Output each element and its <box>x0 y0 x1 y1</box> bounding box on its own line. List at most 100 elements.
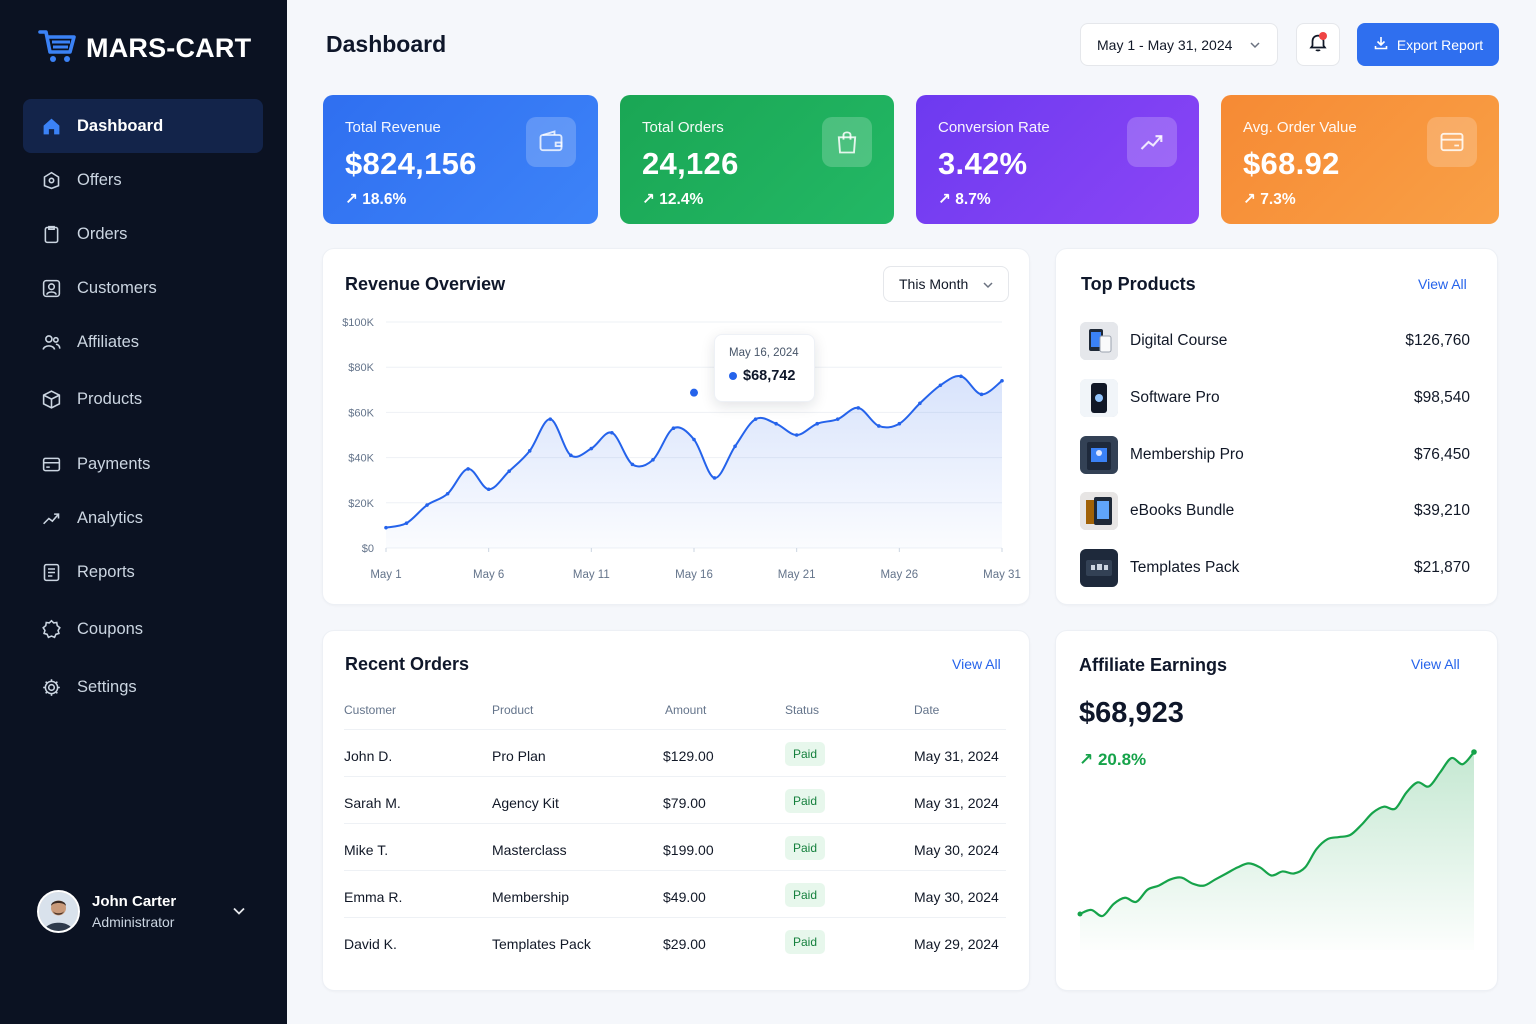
sidebar-item-coupons[interactable]: Coupons <box>23 602 263 656</box>
data-point[interactable] <box>815 421 819 426</box>
date-range-picker[interactable]: May 1 - May 31, 2024 <box>1080 23 1278 66</box>
data-point[interactable] <box>610 430 614 435</box>
clipboard-icon <box>40 223 62 245</box>
data-point[interactable] <box>466 467 470 471</box>
table-row[interactable]: Sarah M. Agency Kit $79.00 Paid May 31, … <box>344 776 1006 823</box>
x-tick-label: May 6 <box>473 569 504 581</box>
table-row[interactable]: John D. Pro Plan $129.00 Paid May 31, 20… <box>344 729 1006 776</box>
period-select-value: This Month <box>899 276 969 292</box>
data-point[interactable] <box>671 426 676 431</box>
stat-card-total-orders[interactable]: Total Orders 24,126 ↗ 12.4% <box>620 95 894 224</box>
order-customer: Emma R. <box>344 889 403 905</box>
data-point[interactable] <box>486 487 491 492</box>
product-row[interactable]: Templates Pack $21,870 <box>1080 549 1470 587</box>
data-point[interactable] <box>630 462 635 467</box>
data-point[interactable] <box>445 491 450 496</box>
data-point[interactable] <box>794 433 799 437</box>
product-row[interactable]: Membership Pro $76,450 <box>1080 436 1470 474</box>
data-point[interactable] <box>651 458 655 462</box>
sidebar-item-dashboard[interactable]: Dashboard <box>23 99 263 153</box>
data-point[interactable] <box>404 521 409 525</box>
data-point[interactable] <box>589 446 594 451</box>
y-tick-label: $100K <box>342 317 374 329</box>
column-header-status[interactable]: Status <box>785 703 820 717</box>
users-icon <box>40 331 62 353</box>
notifications-button[interactable] <box>1296 23 1340 66</box>
export-report-button[interactable]: Export Report <box>1357 23 1499 66</box>
x-tick-label: May 16 <box>675 569 713 581</box>
stat-change: ↗ 8.7% <box>938 191 991 208</box>
data-point[interactable] <box>425 503 429 507</box>
data-point[interactable] <box>712 476 717 480</box>
table-row[interactable]: Emma R. Membership $49.00 Paid May 30, 2… <box>344 870 1006 917</box>
period-select[interactable]: This Month <box>883 266 1009 302</box>
y-tick-label: $80K <box>348 362 374 374</box>
view-all-link[interactable]: View All <box>1418 276 1467 292</box>
table-row[interactable]: David K. Templates Pack $29.00 Paid May … <box>344 917 1006 964</box>
affiliate-start-point <box>1077 911 1083 917</box>
sidebar-item-offers[interactable]: Offers <box>23 153 263 207</box>
column-header-amount[interactable]: Amount <box>665 703 707 717</box>
sidebar-item-analytics[interactable]: Analytics <box>23 491 263 545</box>
box-icon <box>40 388 62 410</box>
stat-card-avg-order-value[interactable]: Avg. Order Value $68.92 ↗ 7.3% <box>1221 95 1499 224</box>
column-header-product[interactable]: Product <box>492 703 534 717</box>
sidebar-item-label: Analytics <box>77 508 144 527</box>
data-point[interactable] <box>856 406 861 410</box>
sidebar-item-settings[interactable]: Settings <box>23 660 263 714</box>
order-product: Masterclass <box>492 842 567 858</box>
sidebar-item-customers[interactable]: Customers <box>23 261 263 315</box>
order-date: May 31, 2024 <box>914 748 999 764</box>
data-point[interactable] <box>877 424 881 428</box>
x-tick-label: May 11 <box>573 569 610 581</box>
series-dot <box>729 372 737 380</box>
sidebar-item-products[interactable]: Products <box>23 372 263 426</box>
data-point[interactable] <box>753 417 758 421</box>
data-point[interactable] <box>979 392 984 397</box>
affiliate-area <box>1080 752 1474 950</box>
data-point[interactable] <box>548 417 553 421</box>
data-point[interactable] <box>507 469 511 473</box>
stat-value: 3.42% <box>938 146 1028 181</box>
sidebar-item-label: Reports <box>77 562 135 581</box>
column-header-date[interactable]: Date <box>914 703 940 717</box>
view-all-link[interactable]: View All <box>952 656 1001 672</box>
product-row[interactable]: eBooks Bundle $39,210 <box>1080 492 1470 530</box>
y-tick-label: $40K <box>348 453 374 465</box>
data-point[interactable] <box>774 421 778 426</box>
data-point[interactable] <box>959 374 963 379</box>
highlight-point[interactable] <box>688 386 700 399</box>
chevron-down-icon[interactable] <box>232 904 246 923</box>
revenue-chart[interactable]: $0 $20K $40K $60K $80K $100K May 1 May 6 May 11 M… <box>322 248 1030 605</box>
data-point[interactable] <box>527 449 532 453</box>
data-point[interactable] <box>897 421 902 426</box>
data-point[interactable] <box>733 444 737 449</box>
order-customer: David K. <box>344 936 397 952</box>
panel-title: Affiliate Earnings <box>1079 655 1228 675</box>
data-point[interactable] <box>692 437 696 442</box>
stat-card-total-revenue[interactable]: Total Revenue $824,156 ↗ 18.6% <box>323 95 598 224</box>
column-header-customer[interactable]: Customer <box>344 703 397 717</box>
brand-logo[interactable]: MARS-CART <box>38 28 251 69</box>
user-menu[interactable]: John Carter Administrator <box>37 890 252 933</box>
sidebar-item-affiliates[interactable]: Affiliates <box>23 315 263 369</box>
data-point[interactable] <box>569 453 573 458</box>
sidebar-item-reports[interactable]: Reports <box>23 545 263 599</box>
data-point[interactable] <box>384 525 388 530</box>
product-row[interactable]: Software Pro $98,540 <box>1080 379 1470 417</box>
data-point[interactable] <box>1000 378 1004 383</box>
sidebar-item-payments[interactable]: Payments <box>23 437 263 491</box>
sidebar: MARS-CART Dashboard Offers Orders Custom… <box>0 0 287 1024</box>
data-point[interactable] <box>835 417 840 421</box>
user-name: John Carter <box>92 893 177 910</box>
stat-card-conversion-rate[interactable]: Conversion Rate 3.42% ↗ 8.7% <box>916 95 1199 224</box>
data-point[interactable] <box>918 401 922 406</box>
table-row[interactable]: Mike T. Masterclass $199.00 Paid May 30,… <box>344 823 1006 870</box>
product-row[interactable]: Digital Course $126,760 <box>1080 322 1470 360</box>
sidebar-item-orders[interactable]: Orders <box>23 207 263 261</box>
data-point[interactable] <box>938 383 943 388</box>
affiliate-earnings-chart <box>1077 749 1477 950</box>
product-revenue: $21,870 <box>1413 559 1470 576</box>
order-amount: $199.00 <box>663 842 714 858</box>
view-all-link[interactable]: View All <box>1411 656 1460 672</box>
